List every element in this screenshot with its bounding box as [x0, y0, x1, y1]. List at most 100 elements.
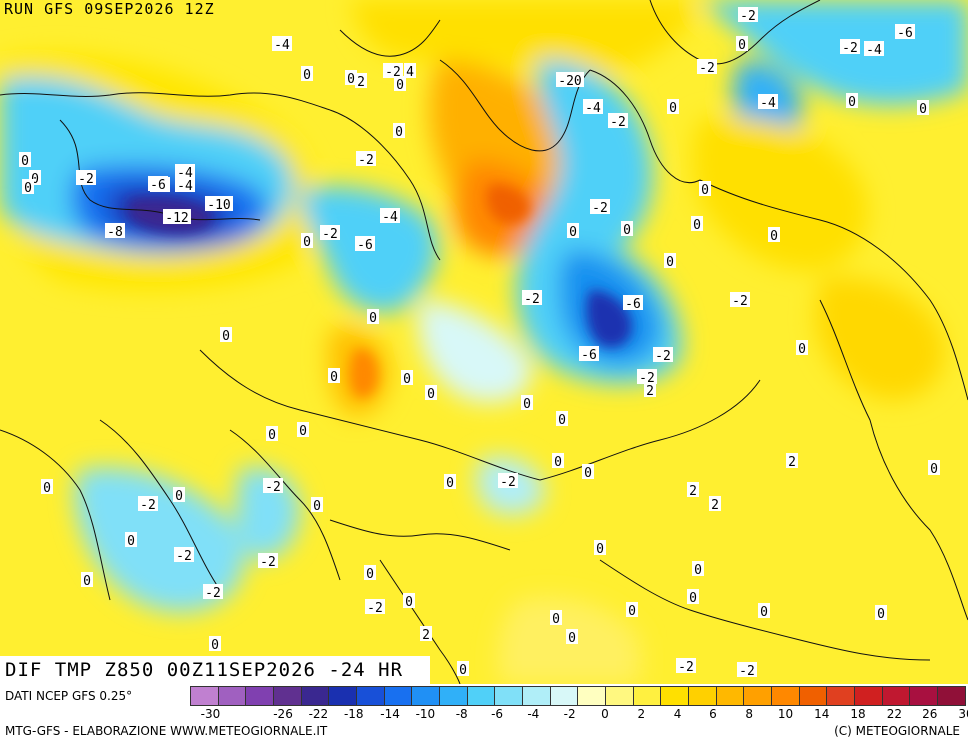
isotherm-label: -2 — [263, 478, 283, 495]
isotherm-label: 0 — [621, 221, 633, 238]
svg-text:2: 2 — [357, 75, 365, 90]
scale-cell — [357, 687, 385, 705]
svg-text:0: 0 — [303, 235, 311, 250]
scale-tick-label: 30 — [958, 707, 968, 721]
isotherm-label: 2 — [355, 73, 367, 90]
svg-text:0: 0 — [347, 72, 355, 87]
scale-tick-label: -8 — [455, 707, 468, 721]
svg-text:-2: -2 — [610, 115, 626, 130]
isotherm-label: -2 — [174, 547, 194, 564]
svg-text:-2: -2 — [842, 41, 858, 56]
isotherm-label: 0 — [796, 340, 808, 357]
svg-text:0: 0 — [43, 481, 51, 496]
svg-text:0: 0 — [669, 101, 677, 116]
isotherm-label: 0 — [22, 179, 34, 196]
svg-text:0: 0 — [459, 663, 467, 678]
run-label: RUN GFS 09SEP2026 12Z — [4, 0, 215, 18]
isotherm-label: -20 — [556, 72, 584, 89]
svg-text:0: 0 — [689, 591, 697, 606]
svg-text:0: 0 — [405, 595, 413, 610]
isotherm-label: -2 — [258, 553, 278, 570]
isotherm-label: 0 — [444, 474, 456, 491]
scale-cell — [384, 687, 413, 705]
scale-cell — [550, 687, 579, 705]
color-scale-bar — [190, 686, 966, 706]
isotherm-label: -4 — [583, 99, 603, 116]
isotherm-label: -2 — [737, 662, 757, 679]
isotherm-label: -2 — [498, 473, 518, 490]
isotherm-label: 0 — [917, 100, 929, 117]
isotherm-label: 0 — [550, 610, 562, 627]
svg-text:-2: -2 — [367, 601, 383, 616]
svg-text:-2: -2 — [205, 586, 221, 601]
svg-text:0: 0 — [770, 229, 778, 244]
isotherm-label: -4 — [175, 177, 195, 194]
isotherm-label: 0 — [301, 233, 313, 250]
svg-text:-12: -12 — [165, 211, 188, 226]
svg-text:-4: -4 — [274, 38, 290, 53]
svg-text:0: 0 — [558, 413, 566, 428]
svg-text:0: 0 — [694, 563, 702, 578]
svg-text:0: 0 — [666, 255, 674, 270]
isotherm-label: -2 — [697, 59, 717, 76]
isotherm-label: 0 — [556, 411, 568, 428]
svg-text:2: 2 — [788, 455, 796, 470]
isotherm-label: -2 — [730, 292, 750, 309]
isotherm-label: 0 — [297, 422, 309, 439]
svg-text:0: 0 — [31, 172, 39, 187]
isotherm-label: 0 — [209, 636, 221, 653]
scale-cell — [246, 687, 275, 705]
isotherm-label: 0 — [364, 565, 376, 582]
svg-text:-6: -6 — [150, 178, 166, 193]
scale-tick-label: 4 — [673, 707, 682, 721]
svg-text:0: 0 — [552, 612, 560, 627]
isotherm-label: 0 — [521, 395, 533, 412]
svg-text:0: 0 — [554, 455, 562, 470]
scale-cell — [191, 687, 219, 705]
svg-text:-2: -2 — [78, 172, 94, 187]
svg-text:-2: -2 — [740, 9, 756, 24]
svg-text:0: 0 — [396, 78, 404, 93]
isotherm-label: 0 — [582, 464, 594, 481]
scale-tick-label: 10 — [777, 707, 794, 721]
svg-text:0: 0 — [623, 223, 631, 238]
data-source: DATI NCEP GFS 0.25° — [5, 689, 133, 703]
isotherm-label: 0 — [403, 593, 415, 610]
scale-tick-label: -30 — [200, 707, 221, 721]
isotherm-label: 0 — [328, 368, 340, 385]
isotherm-label: 0 — [566, 629, 578, 646]
svg-text:-6: -6 — [581, 348, 597, 363]
isotherm-label: 0 — [928, 460, 940, 477]
isotherm-label: 0 — [692, 561, 704, 578]
scale-cell — [661, 687, 690, 705]
svg-text:0: 0 — [877, 607, 885, 622]
svg-text:-2: -2 — [592, 201, 608, 216]
scale-tick-label: -14 — [380, 707, 400, 721]
svg-text:0: 0 — [127, 534, 135, 549]
scale-tick-label: -22 — [308, 707, 329, 721]
scale-cell — [523, 687, 551, 705]
svg-text:0: 0 — [568, 631, 576, 646]
isotherm-label: 0 — [687, 589, 699, 606]
svg-text:-4: -4 — [866, 43, 882, 58]
isotherm-label: -10 — [205, 196, 233, 213]
coastline-borders — [0, 0, 968, 684]
svg-text:0: 0 — [848, 95, 856, 110]
scale-cell — [329, 687, 358, 705]
isotherm-label: -2 — [203, 584, 223, 601]
svg-text:2: 2 — [689, 484, 697, 499]
isotherm-label: -4 — [272, 36, 292, 53]
svg-text:0: 0 — [628, 604, 636, 619]
isotherm-label: 0 — [173, 487, 185, 504]
svg-text:-2: -2 — [140, 498, 156, 513]
isotherm-label: -2 — [637, 369, 657, 386]
isotherm-label: -2 — [522, 290, 542, 307]
scale-tick-label: -2 — [563, 707, 576, 721]
scale-tick-label: 2 — [637, 707, 646, 721]
svg-text:0: 0 — [21, 154, 29, 169]
svg-text:0: 0 — [299, 424, 307, 439]
svg-text:-4: -4 — [760, 96, 776, 111]
scale-cell — [938, 687, 965, 705]
isotherm-label: 0 — [875, 605, 887, 622]
isotherm-label: 0 — [594, 540, 606, 557]
